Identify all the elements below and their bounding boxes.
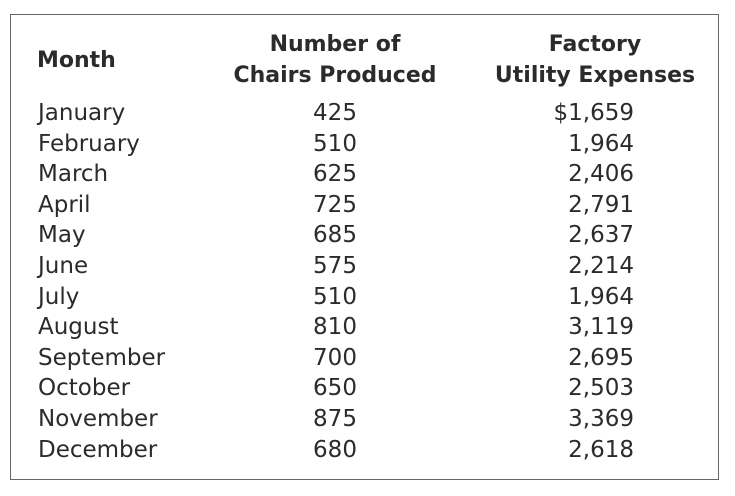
table-row: June 575 2,214 (11, 251, 718, 282)
cell-utility: 1,964 (568, 130, 634, 157)
header-chairs-produced: Number of Chairs Produced (231, 29, 439, 91)
table-body: January 425 $1,659 February 510 1,964 Ma… (11, 98, 718, 465)
cell-month: March (38, 161, 109, 188)
table-row: December 680 2,618 (11, 435, 718, 466)
cell-utility: 2,406 (568, 161, 634, 188)
table-row: September 700 2,695 (11, 343, 718, 374)
table-row: May 685 2,637 (11, 220, 718, 251)
table-row: January 425 $1,659 (11, 98, 718, 129)
cell-utility: 2,503 (568, 375, 634, 402)
header-chairs-line1: Number of (269, 32, 401, 57)
cell-month: November (38, 405, 158, 432)
cell-utility: 2,791 (568, 191, 634, 218)
cell-utility: 2,695 (568, 344, 634, 371)
data-table: Month Number of Chairs Produced Factory … (10, 14, 719, 480)
header-utility-expenses: Factory Utility Expenses (491, 29, 699, 91)
cell-chairs: 685 (313, 222, 357, 249)
table-row: July 510 1,964 (11, 282, 718, 313)
cell-utility: 1,964 (568, 283, 634, 310)
cell-utility: 3,369 (568, 405, 634, 432)
cell-utility: 2,618 (568, 436, 634, 463)
table-row: August 810 3,119 (11, 312, 718, 343)
cell-chairs: 700 (313, 344, 357, 371)
cell-chairs: 575 (313, 252, 357, 279)
cell-chairs: 625 (313, 161, 357, 188)
cell-month: July (38, 283, 80, 310)
table-row: October 650 2,503 (11, 373, 718, 404)
header-util-line1: Factory (548, 32, 642, 57)
cell-month: January (38, 100, 126, 126)
cell-utility: $1,659 (553, 100, 634, 126)
header-month: Month (37, 48, 116, 73)
header-chairs-line2: Chairs Produced (233, 63, 437, 88)
cell-utility: 3,119 (568, 314, 634, 341)
cell-chairs: 725 (313, 191, 357, 218)
cell-chairs: 425 (313, 100, 357, 126)
cell-month: October (38, 375, 131, 402)
cell-month: April (38, 191, 91, 218)
cell-chairs: 510 (313, 283, 357, 310)
cell-month: May (38, 222, 86, 249)
cell-utility: 2,214 (568, 252, 634, 279)
table-row: February 510 1,964 (11, 129, 718, 160)
table-row: March 625 2,406 (11, 159, 718, 190)
table-row: April 725 2,791 (11, 190, 718, 221)
cell-chairs: 680 (313, 436, 357, 463)
cell-month: June (38, 252, 89, 279)
cell-chairs: 810 (313, 314, 357, 341)
cell-month: August (38, 314, 119, 341)
cell-utility: 2,637 (568, 222, 634, 249)
cell-chairs: 510 (313, 130, 357, 157)
cell-chairs: 875 (313, 405, 357, 432)
cell-month: September (38, 344, 166, 371)
header-util-line2: Utility Expenses (494, 63, 696, 88)
cell-month: February (38, 130, 140, 157)
cell-month: December (38, 436, 158, 463)
table-row: November 875 3,369 (11, 404, 718, 435)
cell-chairs: 650 (313, 375, 357, 402)
